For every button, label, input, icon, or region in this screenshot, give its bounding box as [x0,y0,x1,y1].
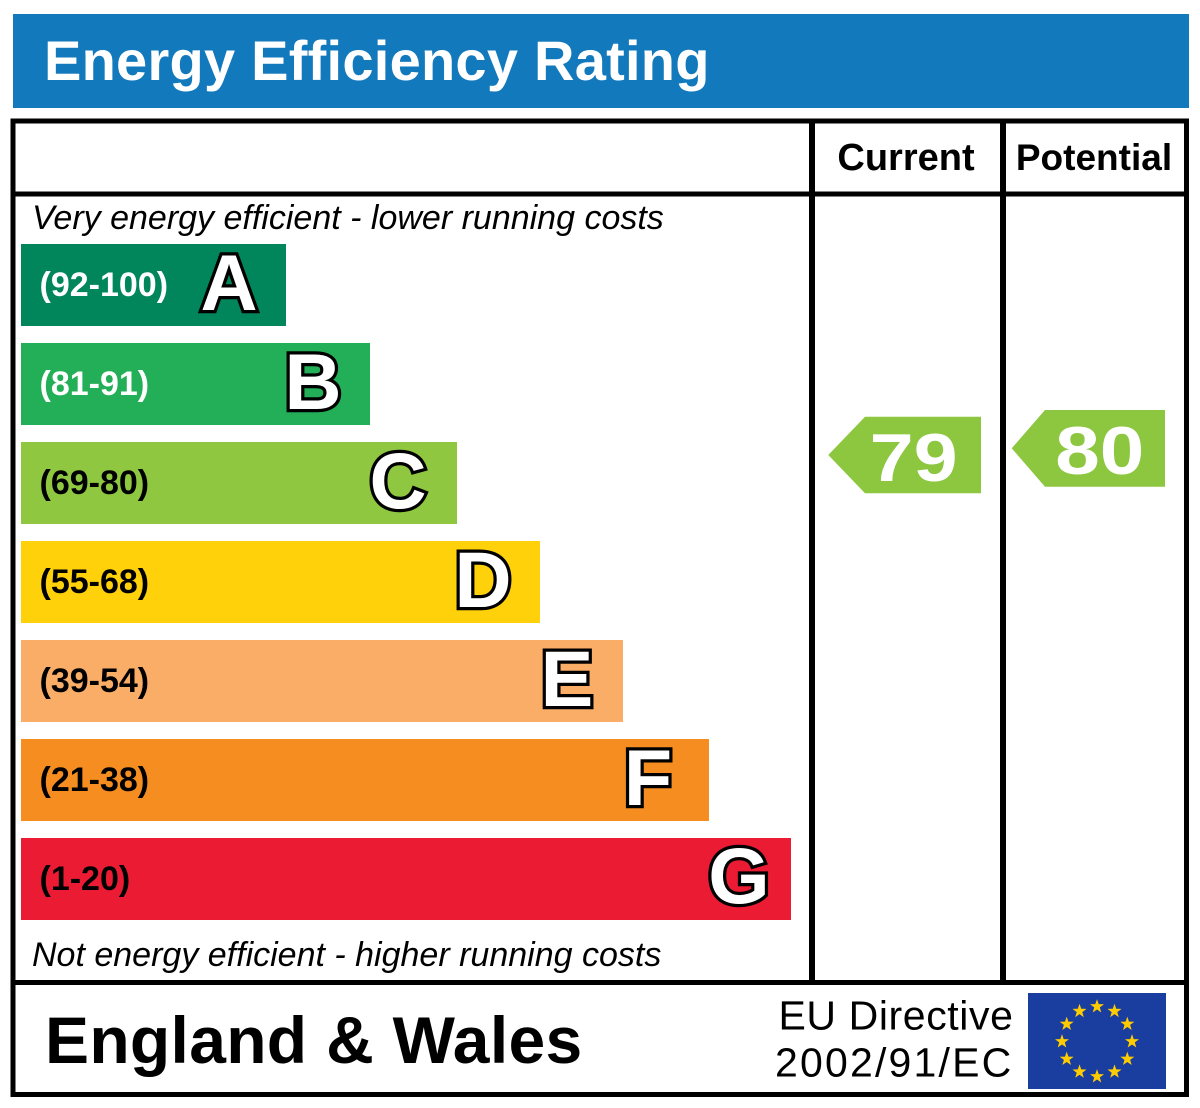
svg-text:A: A [200,238,257,327]
svg-text:England & Wales: England & Wales [45,1003,582,1077]
svg-text:G: G [708,831,769,920]
svg-text:Current: Current [837,137,975,179]
svg-text:(39-54): (39-54) [40,662,150,700]
svg-text:(1-20): (1-20) [40,860,131,898]
svg-text:(69-80): (69-80) [40,464,150,502]
svg-text:(81-91): (81-91) [40,365,150,403]
svg-text:E: E [541,634,594,723]
svg-text:F: F [624,733,672,822]
svg-text:79: 79 [870,420,958,496]
svg-text:2002/91/EC: 2002/91/EC [775,1040,1014,1086]
svg-text:Potential: Potential [1016,137,1172,178]
svg-text:(92-100): (92-100) [40,266,169,304]
svg-text:Energy Efficiency Rating: Energy Efficiency Rating [44,29,710,92]
svg-text:(55-68): (55-68) [40,563,150,601]
svg-text:(21-38): (21-38) [40,761,150,799]
svg-text:C: C [369,436,426,525]
svg-text:Not energy efficient - higher: Not energy efficient - higher running co… [32,936,661,974]
svg-text:Very energy efficient - lower: Very energy efficient - lower running co… [32,199,664,237]
svg-text:D: D [454,535,511,624]
svg-text:EU Directive: EU Directive [778,993,1013,1039]
svg-text:B: B [284,337,341,426]
svg-text:80: 80 [1055,413,1144,489]
